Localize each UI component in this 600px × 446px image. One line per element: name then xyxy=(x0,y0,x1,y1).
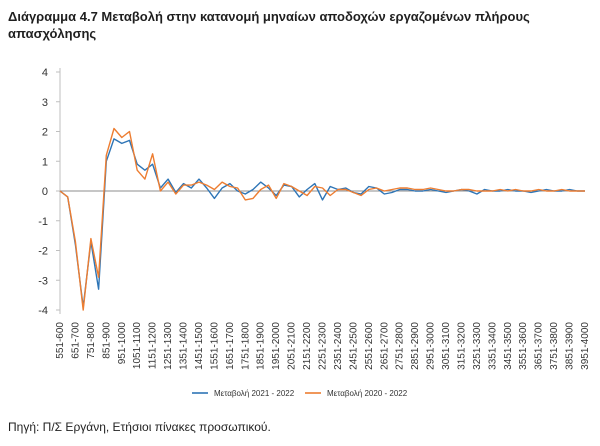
source-note: Πηγή: Π/Σ Εργάνη, Ετήσιοι πίνακες προσωπ… xyxy=(8,420,271,434)
legend-label: Μεταβολή 2020 - 2022 xyxy=(327,389,408,398)
y-tick-label: 0 xyxy=(42,186,48,198)
x-tick-label: 551-600 xyxy=(55,322,66,359)
x-tick-label: 2551-2600 xyxy=(364,322,375,370)
x-tick-label: 3251-3300 xyxy=(472,322,483,370)
x-tick-label: 3351-3400 xyxy=(487,322,498,370)
x-tick-label: 3851-3900 xyxy=(565,322,576,370)
series-line xyxy=(59,138,585,308)
series-line xyxy=(59,127,585,311)
x-tick-label: 2751-2800 xyxy=(395,322,406,370)
x-tick-label: 2151-2200 xyxy=(302,322,313,370)
x-tick-label: 951-1000 xyxy=(117,322,128,365)
x-tick-label: 1151-1200 xyxy=(148,322,159,370)
line-chart: -4 -3 -2 -1 0 1 2 3 4 551-600 651-700 751-800 851-90… xyxy=(38,67,591,398)
x-tick-label: 3951-4000 xyxy=(580,322,591,370)
y-tick-label: -3 xyxy=(38,275,48,287)
x-tick-label: 3051-3100 xyxy=(441,322,452,370)
x-tick-label: 2851-2900 xyxy=(410,322,421,370)
x-tick-label: 3751-3800 xyxy=(549,322,560,370)
y-tick-label: 1 xyxy=(42,156,48,168)
x-tick-label: 851-900 xyxy=(101,322,112,359)
x-tick-label: 751-800 xyxy=(86,322,97,359)
x-tick-label: 1451-1500 xyxy=(194,322,205,370)
x-tick-label: 3151-3200 xyxy=(456,322,467,370)
x-tick-label: 1051-1100 xyxy=(132,322,143,370)
x-tick-label: 651-700 xyxy=(70,322,81,359)
y-tick-label: 3 xyxy=(42,97,48,109)
y-tick-label: 4 xyxy=(42,67,48,79)
x-tick-label: 2351-2400 xyxy=(333,322,344,370)
x-tick-label: 1251-1300 xyxy=(163,322,174,370)
x-tick-label: 1851-1900 xyxy=(256,322,267,370)
x-tick-label: 1551-1600 xyxy=(209,322,220,370)
x-tick-label: 2251-2300 xyxy=(318,322,329,370)
y-tick-label: -4 xyxy=(38,305,48,317)
x-tick-label: 1651-1700 xyxy=(225,322,236,370)
x-tick-label: 2451-2500 xyxy=(348,322,359,370)
x-tick-label: 2651-2700 xyxy=(379,322,390,370)
y-tick-label: -1 xyxy=(38,216,48,228)
legend-label: Μεταβολή 2021 - 2022 xyxy=(214,389,295,398)
x-tick-label: 2951-3000 xyxy=(426,322,437,370)
x-tick-label: 2051-2100 xyxy=(287,322,298,370)
x-tick-label: 3551-3600 xyxy=(518,322,529,370)
x-tick-label: 3451-3500 xyxy=(503,322,514,370)
x-tick-label: 3651-3700 xyxy=(534,322,545,370)
y-tick-label: 2 xyxy=(42,127,48,139)
x-tick-label: 1951-2000 xyxy=(271,322,282,370)
y-tick-label: -2 xyxy=(38,246,48,258)
x-tick-label: 1351-1400 xyxy=(179,322,190,370)
x-tick-label: 1751-1800 xyxy=(240,322,251,370)
chart-title: Διάγραμμα 4.7 Μεταβολή στην κατανομή μην… xyxy=(8,9,530,41)
